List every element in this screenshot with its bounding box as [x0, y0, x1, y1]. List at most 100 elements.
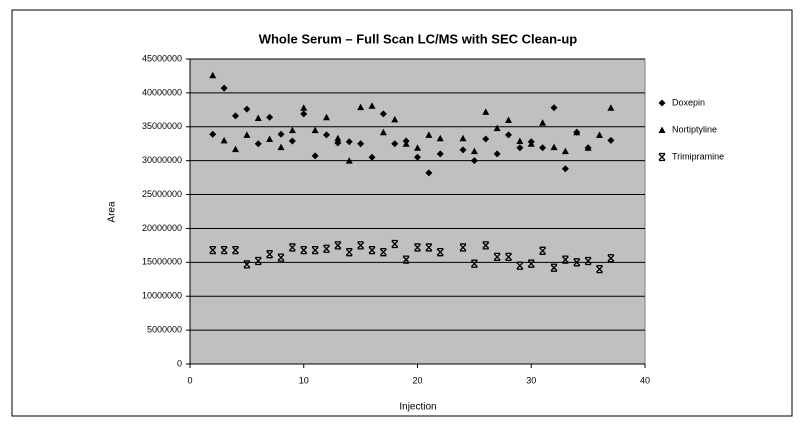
legend-label: Trimipramine [672, 151, 724, 161]
marker [379, 248, 387, 257]
y-tick-label: 20000000 [142, 223, 182, 233]
marker [527, 140, 535, 147]
marker [414, 243, 421, 252]
marker [243, 260, 251, 269]
marker [288, 243, 296, 252]
marker [311, 245, 319, 255]
marker [607, 254, 615, 263]
marker [527, 259, 535, 268]
marker [573, 128, 581, 136]
marker [277, 253, 285, 262]
marker [368, 153, 376, 161]
marker [539, 246, 547, 255]
plot-area [189, 58, 646, 365]
marker [220, 84, 228, 92]
marker [436, 248, 444, 257]
marker [209, 130, 217, 138]
marker [516, 137, 524, 145]
marker [584, 256, 592, 266]
marker [505, 252, 512, 262]
marker [607, 104, 615, 111]
y-tick-label: 10000000 [142, 291, 182, 301]
marker [345, 157, 353, 164]
marker [425, 131, 433, 138]
marker [243, 105, 251, 113]
marker [470, 157, 478, 165]
marker [323, 131, 330, 139]
x-tick-label: 0 [187, 375, 192, 385]
marker [550, 104, 558, 112]
marker [379, 128, 387, 136]
marker [357, 241, 365, 250]
marker [232, 145, 239, 153]
marker [470, 259, 478, 268]
x-tick-label: 10 [299, 375, 309, 385]
marker [596, 131, 603, 138]
marker [254, 114, 262, 121]
marker [607, 136, 615, 144]
marker [243, 131, 251, 138]
marker [436, 150, 444, 158]
marker [658, 152, 666, 162]
marker [379, 110, 387, 118]
marker [516, 144, 524, 152]
marker [459, 146, 467, 154]
marker [658, 126, 666, 133]
marker [539, 119, 547, 126]
marker [482, 241, 490, 250]
y-tick-label: 25000000 [142, 189, 182, 199]
marker [368, 245, 376, 255]
marker [232, 245, 239, 255]
marker [277, 143, 285, 151]
marker [561, 255, 569, 264]
marker [300, 245, 308, 255]
marker [414, 153, 421, 161]
marker [300, 110, 308, 118]
marker [288, 137, 296, 145]
marker [232, 112, 239, 120]
marker [288, 126, 296, 134]
marker [596, 264, 603, 274]
marker [505, 116, 512, 123]
marker [311, 126, 319, 134]
x-tick-label: 30 [526, 375, 536, 385]
marker [254, 256, 262, 266]
legend-label: Doxepin [672, 97, 705, 107]
marker [209, 71, 217, 79]
marker [584, 144, 592, 151]
marker [470, 147, 478, 155]
chart-title: Whole Serum – Full Scan LC/MS with SEC C… [259, 31, 578, 46]
marker [658, 99, 666, 107]
marker [425, 243, 433, 252]
marker [482, 108, 490, 115]
marker [436, 134, 444, 142]
marker [493, 252, 501, 262]
marker [357, 140, 365, 148]
marker [391, 239, 399, 249]
marker [209, 245, 217, 255]
marker [493, 150, 501, 158]
marker [459, 243, 467, 252]
marker [220, 136, 228, 144]
marker [402, 140, 410, 147]
marker [345, 248, 353, 257]
y-tick-label: 15000000 [142, 257, 182, 267]
marker [266, 113, 274, 121]
marker [414, 144, 421, 151]
y-tick-label: 45000000 [142, 53, 182, 63]
marker [334, 241, 342, 250]
marker [425, 169, 433, 177]
marker [550, 263, 558, 272]
marker [220, 245, 228, 255]
y-tick-label: 30000000 [142, 155, 182, 165]
marker [323, 244, 330, 253]
y-tick-label: 0 [177, 358, 182, 368]
marker [482, 135, 490, 143]
marker [561, 165, 569, 173]
marker [254, 140, 262, 148]
marker [573, 258, 581, 267]
marker [561, 147, 569, 155]
y-tick-label: 5000000 [147, 324, 182, 334]
marker [266, 250, 274, 259]
